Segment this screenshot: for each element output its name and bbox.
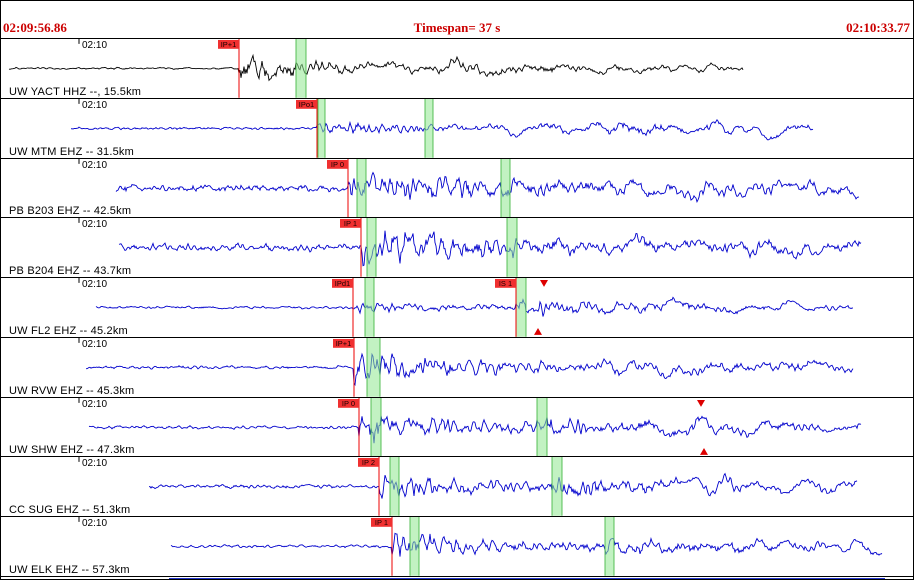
trace-row: IPd1 IS 1 02:10 UW FL2 EHZ -- 45.2km bbox=[1, 277, 914, 337]
svg-text:IP 0: IP 0 bbox=[342, 399, 355, 408]
minute-label: 02:10 bbox=[82, 279, 108, 291]
station-label: UW FL2 EHZ -- 45.2km bbox=[9, 324, 128, 337]
station-label: UW SHW EHZ -- 47.3km bbox=[9, 444, 135, 457]
seismogram-canvas[interactable]: IP+1 bbox=[1, 337, 914, 397]
svg-text:IP+1: IP+1 bbox=[336, 339, 352, 348]
trace-row: IP 1 02:10 PB B204 EHZ -- 43.7km bbox=[1, 217, 914, 278]
minute-label: 02:10 bbox=[82, 99, 108, 111]
minute-label: 02:10 bbox=[82, 398, 108, 410]
trace-row: IPo1 02:10 UW MTM EHZ -- 31.5km bbox=[1, 97, 914, 158]
minute-label: 02:10 bbox=[82, 40, 108, 51]
seismogram-canvas[interactable]: IPo1 bbox=[1, 98, 914, 158]
minute-label: 02:10 bbox=[82, 518, 108, 530]
svg-text:IS 1: IS 1 bbox=[499, 279, 512, 288]
station-label: PB B204 EHZ -- 43.7km bbox=[9, 265, 132, 278]
station-label: PB B203 EHZ -- 42.5km bbox=[9, 205, 132, 218]
station-label: UW ELK EHZ -- 57.3km bbox=[9, 564, 130, 577]
seismogram-canvas[interactable]: IPd1 IS 1 bbox=[1, 278, 914, 337]
trace-row: IP 0 02:10 PB B203 EHZ -- 42.5km bbox=[1, 157, 914, 218]
time-window-bar: 02:09:56.86 Timespan= 37 s 02:10:33.77 bbox=[1, 21, 913, 37]
svg-text:IP 1: IP 1 bbox=[375, 518, 388, 527]
trace-row: IP+1 02:10 UW YACT HHZ --, 15.5km bbox=[1, 38, 914, 98]
station-label: CC SUG EHZ -- 51.3km bbox=[9, 504, 131, 517]
station-label: UW RVW EHZ -- 45.3km bbox=[9, 384, 135, 397]
event-header: 61132596 UW Mar 16, 2016 02:10:04.00 45.… bbox=[1, 1, 913, 21]
next-trace-partial bbox=[169, 578, 885, 579]
timespan-label: Timespan= 37 s bbox=[413, 20, 501, 35]
minute-label: 02:10 bbox=[82, 338, 108, 350]
svg-text:IPo1: IPo1 bbox=[299, 100, 314, 109]
seismogram-canvas[interactable]: IP+1 bbox=[1, 39, 914, 98]
svg-text:IPd1: IPd1 bbox=[335, 279, 350, 288]
minute-label: 02:10 bbox=[82, 219, 108, 231]
trace-row: IP 2 02:10 CC SUG EHZ -- 51.3km bbox=[1, 456, 914, 517]
window-end-time: 02:10:33.77 bbox=[846, 20, 910, 35]
seismogram-canvas[interactable]: IP 0 bbox=[1, 397, 914, 457]
seismogram-canvas[interactable]: IP 1 bbox=[1, 218, 914, 278]
svg-text:IP 2: IP 2 bbox=[362, 459, 375, 468]
minute-label: 02:10 bbox=[82, 159, 108, 171]
window-start-time: 02:09:56.86 bbox=[3, 20, 67, 35]
trace-row: IP 0 02:10 UW SHW EHZ -- 47.3km bbox=[1, 396, 914, 457]
svg-text:IP 1: IP 1 bbox=[344, 219, 357, 228]
trace-stack: IP+1 02:10 UW YACT HHZ --, 15.5km IPo1 0… bbox=[1, 38, 914, 577]
svg-text:IP+1: IP+1 bbox=[221, 40, 237, 49]
trace-row: IP 1 02:10 UW ELK EHZ -- 57.3km bbox=[1, 516, 914, 577]
station-label: UW MTM EHZ -- 31.5km bbox=[9, 145, 134, 158]
seismogram-canvas[interactable]: IP 2 bbox=[1, 457, 914, 517]
svg-text:IP 0: IP 0 bbox=[331, 160, 344, 169]
minute-label: 02:10 bbox=[82, 458, 108, 470]
trace-row: IP+1 02:10 UW RVW EHZ -- 45.3km bbox=[1, 336, 914, 397]
station-label: UW YACT HHZ --, 15.5km bbox=[9, 85, 142, 98]
seismogram-canvas[interactable]: IP 0 bbox=[1, 158, 914, 218]
seismogram-canvas[interactable]: IP 1 bbox=[1, 517, 914, 577]
